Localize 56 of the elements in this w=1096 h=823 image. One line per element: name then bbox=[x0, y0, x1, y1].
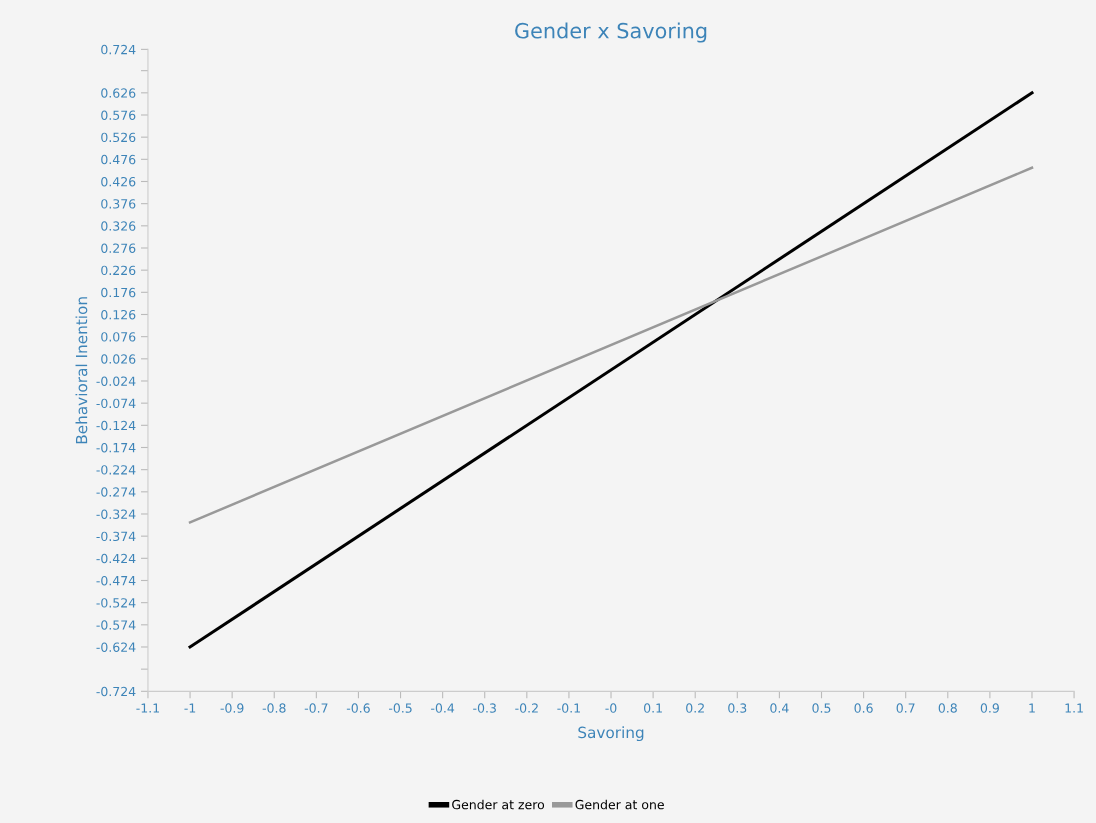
y-tick-label: -0.074 bbox=[96, 398, 136, 409]
x-tick-label: 0.6 bbox=[854, 703, 873, 713]
x-tick-label: 0.1 bbox=[644, 703, 662, 713]
y-tick-label: 0.276 bbox=[101, 243, 136, 253]
y-tick-label: 0.576 bbox=[101, 110, 136, 120]
x-tick-label: -1.1 bbox=[136, 703, 159, 713]
x-tick-label: 0.8 bbox=[938, 703, 957, 713]
x-tick-label: 0.5 bbox=[812, 703, 831, 713]
y-tick-label: -0.524 bbox=[96, 598, 136, 608]
x-tick-label: -0.3 bbox=[473, 703, 496, 713]
x-tick-label: -0.2 bbox=[515, 703, 538, 713]
y-tick-label: -0.324 bbox=[96, 509, 136, 519]
x-tick-label: 0.9 bbox=[980, 703, 999, 713]
x-tick-label: -0.7 bbox=[304, 703, 328, 713]
y-tick-label: -0.574 bbox=[96, 620, 136, 630]
y-tick-label: 0.226 bbox=[101, 265, 136, 276]
y-tick-label: -0.724 bbox=[96, 686, 136, 697]
y-tick-label: 0.326 bbox=[101, 221, 136, 231]
x-tick-label: 0.2 bbox=[686, 703, 704, 713]
y-tick-label: 0.426 bbox=[101, 176, 136, 187]
y-tick-label: 0.626 bbox=[101, 88, 136, 98]
x-tick-label: -1 bbox=[184, 703, 196, 713]
x-tick-label: -0 bbox=[605, 703, 617, 713]
x-tick-label: -0.8 bbox=[262, 703, 286, 713]
y-axis-title: Behavioral Inention bbox=[75, 297, 88, 444]
y-tick-label: -0.124 bbox=[96, 420, 136, 431]
y-tick-label: -0.274 bbox=[96, 487, 136, 497]
x-tick-label: 0.7 bbox=[896, 703, 915, 713]
y-tick-label: -0.174 bbox=[96, 442, 136, 453]
x-tick-label: 0.3 bbox=[728, 703, 747, 713]
y-tick-label: -0.374 bbox=[96, 531, 136, 542]
chart-title: Gender x Savoring bbox=[515, 22, 707, 43]
y-tick-label: 0.076 bbox=[101, 332, 136, 342]
y-tick-label: 0.724 bbox=[101, 44, 136, 55]
y-tick-label: -0.024 bbox=[96, 376, 136, 386]
y-tick-label: 0.526 bbox=[101, 132, 136, 143]
y-tick-label: 0.026 bbox=[101, 354, 136, 364]
x-tick-label: 1 bbox=[1029, 703, 1035, 713]
y-tick-label: -0.224 bbox=[96, 465, 136, 475]
y-tick-label: 0.476 bbox=[101, 154, 136, 165]
x-tick-label: -0.6 bbox=[346, 703, 370, 713]
y-tick-label: 0.176 bbox=[101, 287, 136, 298]
y-tick-label: -0.424 bbox=[96, 553, 136, 564]
legend-label: Gender at one bbox=[575, 799, 664, 810]
x-axis-title: Savoring bbox=[578, 726, 644, 742]
x-tick-label: -0.1 bbox=[557, 703, 580, 713]
x-tick-label: -0.4 bbox=[431, 703, 455, 713]
x-tick-label: -0.9 bbox=[220, 703, 244, 713]
y-tick-label: 0.376 bbox=[101, 199, 136, 209]
y-tick-label: -0.474 bbox=[96, 575, 136, 586]
legend-label: Gender at zero bbox=[452, 799, 545, 810]
x-tick-label: -0.5 bbox=[388, 703, 412, 713]
y-tick-label: 0.126 bbox=[101, 309, 136, 320]
x-tick-label: 1.1 bbox=[1065, 703, 1083, 713]
x-tick-label: 0.4 bbox=[770, 703, 789, 713]
y-tick-label: -0.624 bbox=[96, 642, 136, 652]
